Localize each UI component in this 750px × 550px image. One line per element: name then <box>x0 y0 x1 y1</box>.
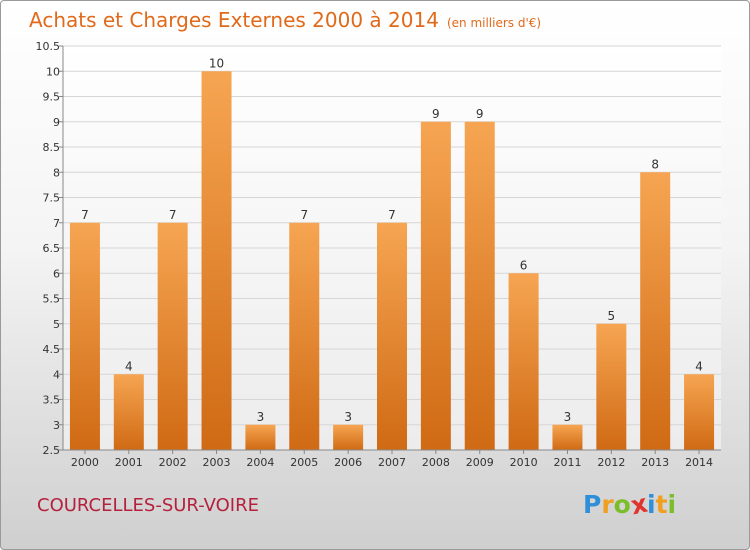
chart-title: Achats et Charges Externes 2000 à 2014 (e… <box>29 8 541 32</box>
x-tick-label-2006: 2006 <box>334 456 362 469</box>
value-label-2003: 10 <box>209 56 224 70</box>
x-tick-label-2012: 2012 <box>597 456 625 469</box>
logo-letter: o <box>613 490 631 519</box>
value-label-2012: 5 <box>608 309 616 323</box>
chart-subtitle: (en milliers d'€) <box>446 16 542 30</box>
proxiti-logo: Proxiti <box>583 489 677 521</box>
y-tick-label: 5.5 <box>43 293 61 306</box>
value-label-2009: 9 <box>476 107 484 121</box>
logo-letter: i <box>647 490 656 519</box>
bar-2007 <box>377 222 407 450</box>
y-tick-label: 10.5 <box>36 40 61 53</box>
bar-2014 <box>684 374 715 450</box>
location-name: COURCELLES-SUR-VOIRE <box>37 495 259 516</box>
logo-letter: i <box>667 490 677 519</box>
bar-2000 <box>69 222 100 450</box>
bar-2006 <box>333 424 364 450</box>
value-label-2013: 8 <box>651 157 659 171</box>
y-axis: 2.5 3 3.5 4 4.5 5 5.5 6 6.5 7 7.5 8 8.5 9 9.5 10 10.5 <box>36 40 64 457</box>
x-tick-label-2009: 2009 <box>466 456 494 469</box>
x-tick-label-2008: 2008 <box>422 456 450 469</box>
value-label-2001: 4 <box>125 359 133 373</box>
value-label-2000: 7 <box>81 208 89 222</box>
x-tick-label-2000: 2000 <box>71 456 99 469</box>
y-tick-label: 8 <box>53 166 60 179</box>
bar-2010 <box>508 273 539 450</box>
y-tick-label: 9 <box>53 116 60 129</box>
x-tick-label-2004: 2004 <box>246 456 274 469</box>
x-tick-label-2003: 2003 <box>203 456 231 469</box>
bar-2011 <box>552 424 583 450</box>
x-tick-label-2007: 2007 <box>378 456 406 469</box>
y-tick-label: 6 <box>53 267 60 280</box>
y-tick-label: 6.5 <box>43 242 61 255</box>
value-label-2008: 9 <box>432 107 440 121</box>
logo-letter: t <box>655 490 668 519</box>
y-tick-label: 8.5 <box>43 141 61 154</box>
x-axis: 2000 2001 2002 2003 2004 2005 2006 2007 2008 2009… <box>63 449 721 469</box>
y-tick-label: 5 <box>53 318 60 331</box>
value-label-2002: 7 <box>169 208 177 222</box>
bar-2008 <box>420 121 451 450</box>
bar-2013 <box>640 172 671 450</box>
value-label-2006: 3 <box>344 410 352 424</box>
y-tick-label: 4 <box>53 368 60 381</box>
y-tick-label: 7.5 <box>43 192 61 205</box>
value-label-2007: 7 <box>388 208 396 222</box>
value-label-2011: 3 <box>564 410 572 424</box>
bar-2009 <box>464 121 495 450</box>
y-tick-label: 2.5 <box>43 444 61 457</box>
logo-letter: P <box>583 490 602 519</box>
x-tick-label-2005: 2005 <box>290 456 318 469</box>
value-label-2005: 7 <box>300 208 308 222</box>
value-label-2004: 3 <box>257 410 265 424</box>
x-tick-label-2002: 2002 <box>159 456 187 469</box>
y-tick-label: 10 <box>46 65 60 78</box>
y-tick-label: 3 <box>53 419 60 432</box>
x-tick-label-2014: 2014 <box>685 456 713 469</box>
y-tick-label: 7 <box>53 217 60 230</box>
bars: 7 4 7 10 3 7 3 7 9 9 6 3 5 8 4 <box>69 56 715 450</box>
bar-2005 <box>289 222 320 450</box>
logo-letter: r <box>601 490 614 519</box>
y-tick-label: 9.5 <box>43 91 61 104</box>
chart-title-text: Achats et Charges Externes 2000 à 2014 <box>29 8 439 32</box>
x-tick-label-2001: 2001 <box>115 456 143 469</box>
value-label-2014: 4 <box>695 359 703 373</box>
bar-2003 <box>201 71 232 450</box>
bar-2004 <box>245 424 276 450</box>
y-tick-label: 4.5 <box>43 343 61 356</box>
y-tick-label: 3.5 <box>43 394 61 407</box>
bar-2001 <box>113 374 144 450</box>
value-label-2010: 6 <box>520 258 528 272</box>
x-tick-label-2011: 2011 <box>553 456 581 469</box>
x-tick-label-2010: 2010 <box>510 456 538 469</box>
bar-2012 <box>596 323 627 450</box>
bar-2002 <box>157 222 188 450</box>
x-tick-label-2013: 2013 <box>641 456 669 469</box>
